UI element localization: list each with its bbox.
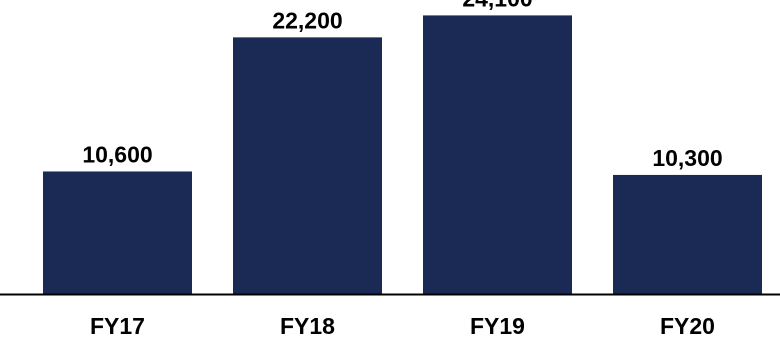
bar-fy20: [613, 174, 762, 294]
x-tick-label-fy19: FY19: [470, 313, 525, 338]
bar-fy19: [423, 15, 572, 295]
x-tick-label-fy17: FY17: [90, 313, 145, 338]
value-label-fy20: 10,300: [652, 145, 722, 171]
value-label-fy18: 22,200: [272, 7, 342, 33]
value-label-fy19: 24,100: [462, 0, 532, 11]
bar-fy17: [43, 171, 192, 294]
value-labels-group: 10,600 22,200 24,100 10,300: [82, 0, 722, 171]
bars-group: [43, 15, 762, 295]
x-tick-label-fy18: FY18: [280, 313, 335, 338]
bar-fy18: [233, 37, 382, 294]
x-tick-label-fy20: FY20: [660, 313, 715, 338]
value-label-fy17: 10,600: [82, 141, 152, 167]
x-tick-labels-group: FY17 FY18 FY19 FY20: [90, 313, 715, 338]
